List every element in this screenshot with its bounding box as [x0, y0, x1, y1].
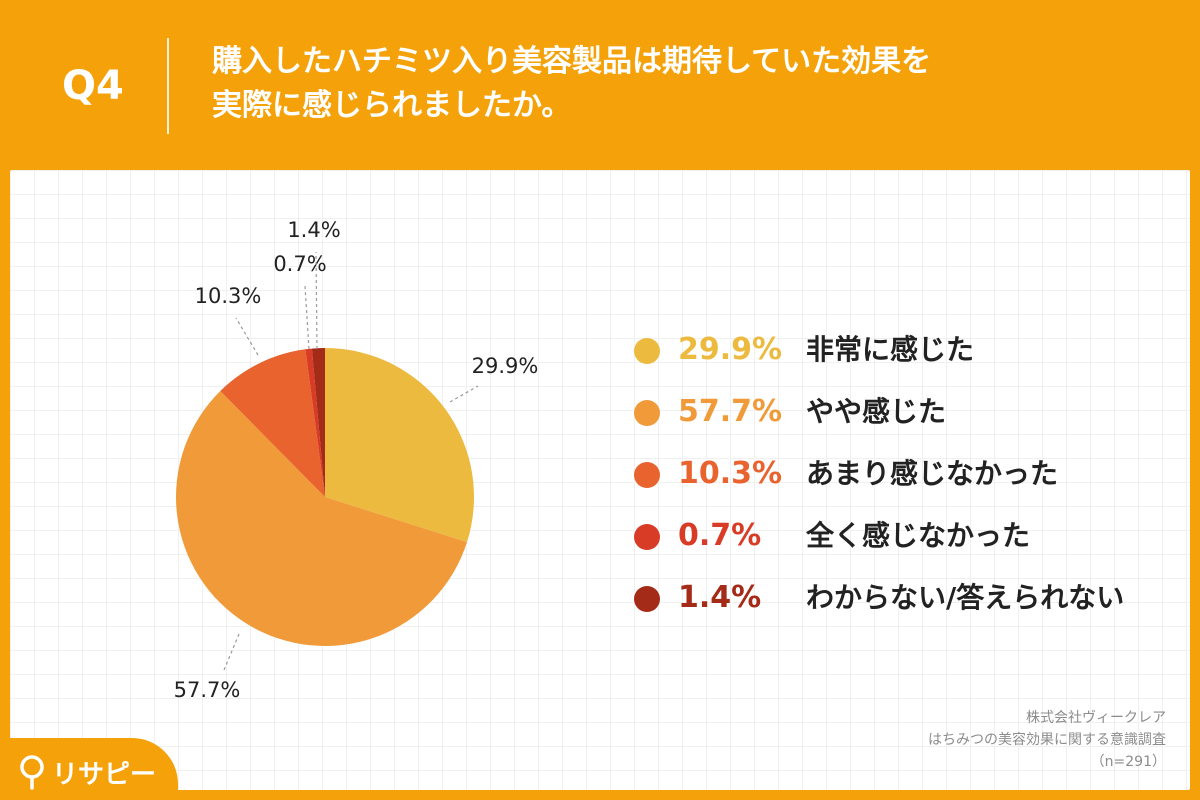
legend-label-not-at-all: 全く感じなかった: [806, 519, 1031, 552]
pin-icon: [20, 755, 44, 790]
pie-slice-very-much: [325, 348, 475, 543]
slice-label-very-much: 29.9%: [472, 354, 539, 378]
leader-line-dont-know: [315, 251, 318, 350]
pie-slice-not-at-all: [305, 348, 325, 497]
brand-tab: [0, 738, 178, 800]
leader-line-not-much: [235, 317, 259, 356]
question-title: 購入したハチミツ入り美容製品は期待していた効果を 実際に感じられましたか。: [212, 40, 1162, 128]
leader-line-not-at-all: [304, 285, 310, 350]
leader-line-very-much: [449, 385, 479, 403]
slice-label-not-much: 10.3%: [195, 284, 262, 308]
slice-label-somewhat: 57.7%: [174, 678, 241, 702]
pie-slice-somewhat: [176, 390, 467, 647]
legend-percent-very-much: 29.9%: [678, 332, 783, 367]
question-number: Q4: [62, 63, 124, 109]
source-company: 株式会社ヴィークレア: [1026, 710, 1166, 726]
legend-percent-not-at-all: 0.7%: [678, 518, 762, 553]
legend-percent-dont-know: 1.4%: [678, 580, 762, 615]
legend-dot-very-much: [634, 338, 660, 364]
legend-label-not-much: あまり感じなかった: [806, 457, 1059, 490]
header: Q4 購入したハチミツ入り美容製品は期待していた効果を 実際に感じられましたか。: [0, 0, 1200, 165]
legend-item-very-much: 29.9% 非常に感じた: [630, 326, 1190, 388]
question-title-line-2: 実際に感じられましたか。: [212, 88, 572, 123]
brand-name: リサピー: [52, 759, 157, 790]
source-sample-size: （n=291）: [1090, 754, 1166, 770]
legend-item-dont-know: 1.4% わからない/答えられない: [630, 574, 1190, 636]
brand-logo: リサピー: [18, 752, 156, 792]
slice-label-dont-know: 1.4%: [287, 218, 340, 242]
leader-line-somewhat: [223, 633, 240, 671]
question-title-line-1: 購入したハチミツ入り美容製品は期待していた効果を: [212, 44, 932, 79]
legend-label-somewhat: やや感じた: [806, 395, 947, 428]
legend-percent-not-much: 10.3%: [678, 456, 783, 491]
legend-label-dont-know: わからない/答えられない: [806, 581, 1125, 614]
pie-slice-dont-know: [311, 348, 325, 497]
legend: 29.9% 非常に感じた 57.7% やや感じた 10.3% あまり感じなかった…: [630, 326, 1190, 636]
legend-dot-not-at-all: [634, 524, 660, 550]
pie-slice-not-much: [220, 349, 325, 497]
source-survey: はちみつの美容効果に関する意識調査: [928, 732, 1166, 748]
source-note: 株式会社ヴィークレア はちみつの美容効果に関する意識調査 （n=291）: [928, 707, 1166, 773]
legend-label-very-much: 非常に感じた: [806, 333, 975, 366]
legend-percent-somewhat: 57.7%: [678, 394, 783, 429]
legend-item-not-much: 10.3% あまり感じなかった: [630, 450, 1190, 512]
legend-item-not-at-all: 0.7% 全く感じなかった: [630, 512, 1190, 574]
header-divider: [167, 38, 169, 134]
legend-dot-somewhat: [634, 400, 660, 426]
legend-dot-dont-know: [634, 586, 660, 612]
slice-label-not-at-all: 0.7%: [273, 252, 326, 276]
legend-dot-not-much: [634, 462, 660, 488]
legend-item-somewhat: 57.7% やや感じた: [630, 388, 1190, 450]
